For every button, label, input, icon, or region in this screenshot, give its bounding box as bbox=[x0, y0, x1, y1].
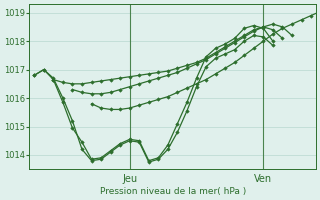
X-axis label: Pression niveau de la mer( hPa ): Pression niveau de la mer( hPa ) bbox=[100, 187, 246, 196]
